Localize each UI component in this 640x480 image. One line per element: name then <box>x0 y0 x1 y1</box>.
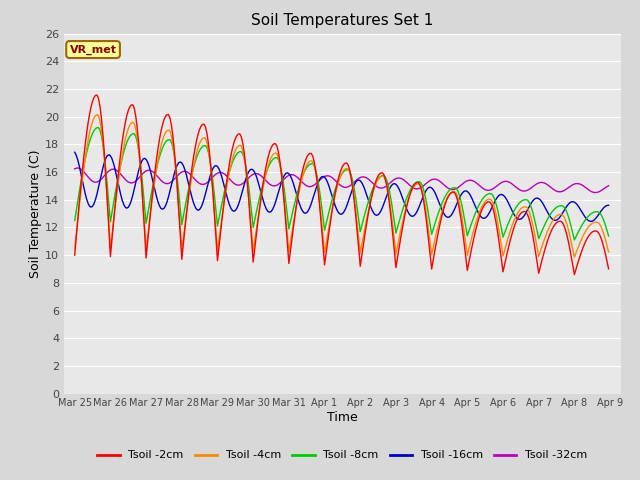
Legend: Tsoil -2cm, Tsoil -4cm, Tsoil -8cm, Tsoil -16cm, Tsoil -32cm: Tsoil -2cm, Tsoil -4cm, Tsoil -8cm, Tsoi… <box>93 446 592 465</box>
Title: Soil Temperatures Set 1: Soil Temperatures Set 1 <box>252 13 433 28</box>
Text: VR_met: VR_met <box>70 44 116 55</box>
Y-axis label: Soil Temperature (C): Soil Temperature (C) <box>29 149 42 278</box>
X-axis label: Time: Time <box>327 411 358 424</box>
